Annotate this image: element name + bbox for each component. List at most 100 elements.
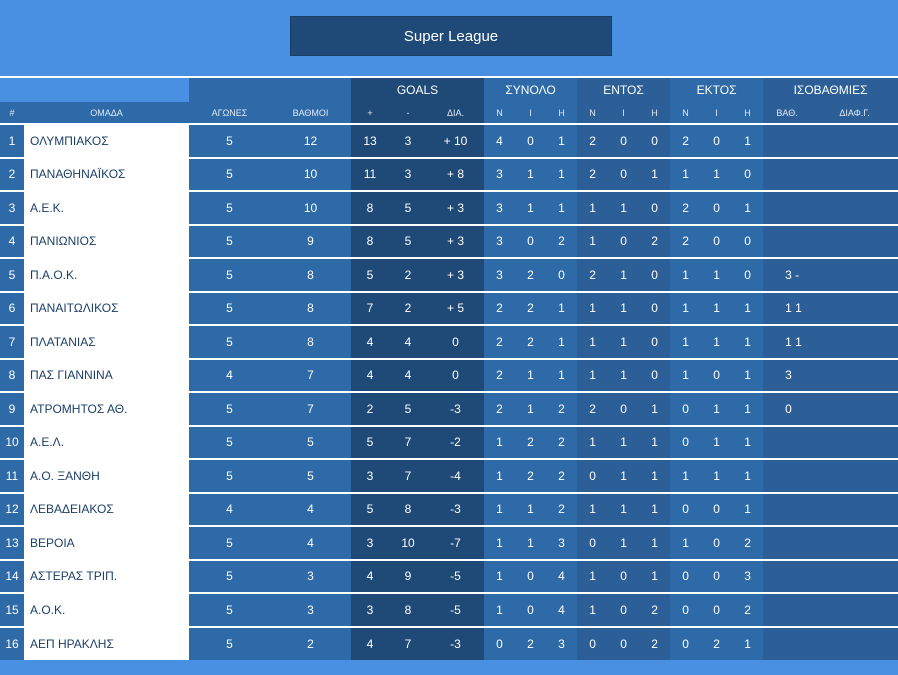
home-losses: 2	[639, 625, 671, 660]
away-wins: 2	[670, 190, 702, 225]
ties-points	[763, 525, 898, 560]
table-row: 13 ΒΕΡΟΙΑ 5 4 3 10 -7 1 1 3 0 1 1 1 0 2	[0, 525, 898, 560]
away-losses: 1	[732, 324, 764, 359]
ties-points	[763, 223, 898, 258]
header-goals: GOALS	[351, 76, 485, 102]
goals-against: 5	[389, 391, 427, 426]
home-wins: 1	[577, 592, 609, 627]
goals-against: 2	[389, 290, 427, 325]
away-wins: 0	[670, 391, 702, 426]
away-wins: 0	[670, 592, 702, 627]
team-position: 3	[0, 190, 24, 225]
home-losses: 1	[639, 391, 671, 426]
games-played: 5	[189, 290, 270, 325]
team-position: 1	[0, 123, 24, 158]
team-name: ΑΤΡΟΜΗΤΟΣ ΑΘ.	[24, 391, 189, 426]
away-wins: 1	[670, 357, 702, 392]
home-draws: 0	[608, 625, 640, 660]
total-draws: 2	[515, 458, 547, 493]
home-wins: 1	[577, 491, 609, 526]
total-losses: 1	[546, 190, 578, 225]
away-wins: 2	[670, 123, 702, 158]
goals-against: 7	[389, 458, 427, 493]
total-draws: 2	[515, 324, 547, 359]
home-losses: 0	[639, 190, 671, 225]
games-played: 5	[189, 424, 270, 459]
goals-against: 7	[389, 424, 427, 459]
goals-for: 2	[351, 391, 389, 426]
total-losses: 0	[546, 257, 578, 292]
total-losses: 1	[546, 357, 578, 392]
goals-for: 3	[351, 525, 389, 560]
games-played: 5	[189, 123, 270, 158]
header-away: ΕΚΤΟΣ	[670, 76, 764, 102]
home-wins: 0	[577, 458, 609, 493]
home-wins: 2	[577, 391, 609, 426]
total-draws: 0	[515, 558, 547, 593]
team-points: 7	[270, 391, 351, 426]
total-wins: 2	[484, 357, 516, 392]
games-played: 5	[189, 625, 270, 660]
home-draws: 1	[608, 458, 640, 493]
games-played: 5	[189, 458, 270, 493]
ties-points	[763, 424, 898, 459]
home-losses: 0	[639, 290, 671, 325]
team-position: 5	[0, 257, 24, 292]
team-position: 6	[0, 290, 24, 325]
away-draws: 0	[701, 491, 733, 526]
table-row: 7 ΠΛΑΤΑΝΙΑΣ 5 8 4 4 0 2 2 1 1 1 0 1 1 1 1 1	[0, 324, 898, 359]
team-points: 8	[270, 257, 351, 292]
home-wins: 0	[577, 525, 609, 560]
team-points: 3	[270, 558, 351, 593]
games-played: 5	[189, 558, 270, 593]
total-losses: 1	[546, 156, 578, 191]
away-losses: 1	[732, 357, 764, 392]
table-row: 12 ΛΕΒΑΔΕΙΑΚΟΣ 4 4 5 8 -3 1 1 2 1 1 1 0 0 1	[0, 491, 898, 526]
goals-for: 4	[351, 558, 389, 593]
home-draws: 1	[608, 290, 640, 325]
games-played: 5	[189, 257, 270, 292]
games-played: 4	[189, 491, 270, 526]
away-draws: 1	[701, 290, 733, 325]
away-losses: 0	[732, 223, 764, 258]
away-losses: 2	[732, 592, 764, 627]
table-row: 1 ΟΛΥΜΠΙΑΚΟΣ 5 12 13 3 + 10 4 0 1 2 0 0 2 0 1	[0, 123, 898, 158]
goals-for: 8	[351, 190, 389, 225]
total-draws: 1	[515, 391, 547, 426]
home-draws: 1	[608, 357, 640, 392]
goals-against: 10	[389, 525, 427, 560]
team-position: 2	[0, 156, 24, 191]
bottom-bar	[0, 661, 898, 675]
header-points: ΒΑΘΜΟΙ	[270, 102, 351, 124]
header-ties-points: ΒΑΘ.	[763, 102, 812, 124]
header-total-draw: Ι	[515, 102, 547, 124]
ties-points: 1 1	[763, 290, 898, 325]
standings-table: GOALS ΣΥΝΟΛΟ ΕΝΤΟΣ ΕΚΤΟΣ ΙΣΟΒΑΘΜΙΕΣ # ΟΜ…	[0, 76, 898, 660]
home-draws: 0	[608, 391, 640, 426]
table-row: 10 Α.Ε.Λ. 5 5 5 7 -2 1 2 2 1 1 1 0 1 1	[0, 424, 898, 459]
away-losses: 2	[732, 525, 764, 560]
total-wins: 4	[484, 123, 516, 158]
ties-points	[763, 491, 898, 526]
team-name: ΠΑΝΑΘΗΝΑΪΚΟΣ	[24, 156, 189, 191]
total-wins: 1	[484, 592, 516, 627]
away-losses: 1	[732, 491, 764, 526]
goals-for: 5	[351, 257, 389, 292]
home-wins: 1	[577, 290, 609, 325]
away-draws: 1	[701, 324, 733, 359]
away-wins: 1	[670, 324, 702, 359]
away-draws: 1	[701, 391, 733, 426]
home-draws: 0	[608, 223, 640, 258]
total-losses: 2	[546, 491, 578, 526]
header-team: ΟΜΑΔΑ	[24, 102, 189, 124]
goals-against: 3	[389, 123, 427, 158]
total-draws: 1	[515, 156, 547, 191]
goal-difference: -5	[427, 558, 485, 593]
header-num: #	[0, 102, 24, 124]
team-position: 7	[0, 324, 24, 359]
goals-for: 3	[351, 458, 389, 493]
total-draws: 1	[515, 190, 547, 225]
away-losses: 0	[732, 257, 764, 292]
team-name: ΠΑΣ ΓΙΑΝΝΙΝΑ	[24, 357, 189, 392]
ties-points	[763, 190, 898, 225]
